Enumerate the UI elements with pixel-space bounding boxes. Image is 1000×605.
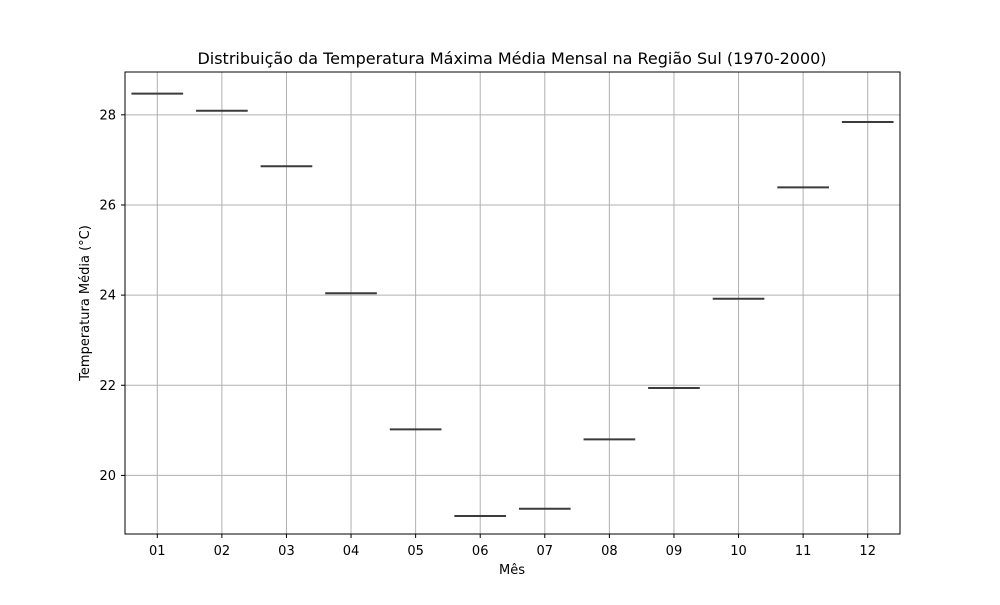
x-tick-label: 01	[149, 544, 166, 559]
x-tick-label: 08	[601, 544, 618, 559]
y-tick-label: 20	[99, 469, 116, 484]
box-series	[131, 92, 894, 517]
x-tick-label: 06	[472, 544, 489, 559]
y-axis-label: Temperatura Média (°C)	[78, 225, 93, 382]
x-tick-label: 11	[795, 544, 812, 559]
grid	[125, 72, 900, 534]
x-tick-label: 05	[407, 544, 424, 559]
y-tick-label: 28	[99, 108, 116, 123]
y-axis-ticks: 20 22 24 26 28	[99, 108, 125, 484]
x-tick-label: 09	[666, 544, 683, 559]
x-axis-label: Mês	[499, 563, 525, 578]
chart-title: Distribuição da Temperatura Máxima Média…	[197, 49, 826, 68]
x-tick-label: 02	[214, 544, 231, 559]
x-axis-ticks: 01 02 03 04 05 06 07 08 09 10 11 12	[149, 534, 876, 559]
plot-frame	[124, 71, 901, 535]
y-tick-label: 22	[99, 379, 116, 394]
x-tick-label: 03	[278, 544, 295, 559]
x-tick-label: 04	[343, 544, 360, 559]
x-tick-label: 12	[859, 544, 876, 559]
x-tick-label: 07	[537, 544, 554, 559]
x-tick-label: 10	[730, 544, 747, 559]
y-tick-label: 24	[99, 289, 116, 304]
y-tick-label: 26	[99, 198, 116, 213]
